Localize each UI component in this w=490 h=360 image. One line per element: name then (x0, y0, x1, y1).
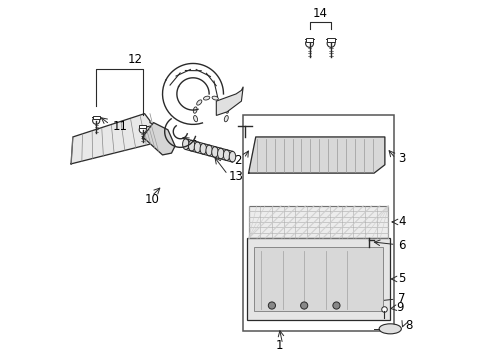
Circle shape (333, 302, 340, 309)
Text: 13: 13 (229, 170, 244, 183)
Bar (139, 125, 147, 128)
Bar (254, 247, 383, 311)
Text: 4: 4 (398, 215, 406, 229)
Text: 11: 11 (112, 120, 127, 133)
Ellipse shape (223, 150, 230, 161)
Circle shape (139, 126, 147, 133)
Text: 14: 14 (313, 7, 328, 20)
Polygon shape (216, 87, 243, 116)
Text: 8: 8 (405, 319, 413, 332)
Ellipse shape (218, 148, 224, 159)
Text: 1: 1 (275, 339, 283, 352)
Ellipse shape (183, 139, 189, 149)
Ellipse shape (212, 147, 218, 157)
Circle shape (300, 302, 308, 309)
Circle shape (306, 40, 314, 47)
Polygon shape (143, 123, 175, 155)
Bar (306, 39, 314, 41)
Bar (327, 39, 335, 41)
Bar (93, 116, 100, 119)
Ellipse shape (224, 116, 228, 122)
Bar (243, 116, 394, 330)
Circle shape (327, 40, 335, 47)
Ellipse shape (212, 96, 219, 100)
Ellipse shape (379, 324, 401, 334)
Text: 2: 2 (234, 154, 242, 167)
Circle shape (269, 302, 275, 309)
Bar (247, 238, 390, 320)
Text: 9: 9 (397, 301, 404, 314)
Ellipse shape (206, 145, 212, 156)
Text: 12: 12 (128, 53, 143, 66)
Polygon shape (143, 126, 164, 145)
Text: 5: 5 (398, 273, 406, 285)
Circle shape (93, 117, 100, 124)
Bar (248, 206, 389, 238)
Polygon shape (71, 114, 161, 164)
Text: 15: 15 (184, 139, 198, 152)
Ellipse shape (189, 140, 195, 151)
Ellipse shape (194, 116, 197, 122)
Text: 6: 6 (398, 239, 406, 252)
Text: 3: 3 (398, 152, 406, 165)
Ellipse shape (203, 96, 210, 100)
Ellipse shape (196, 100, 202, 105)
Text: 10: 10 (145, 193, 159, 206)
Ellipse shape (225, 107, 228, 113)
Ellipse shape (229, 151, 236, 162)
Ellipse shape (194, 107, 197, 113)
Ellipse shape (194, 142, 201, 153)
Text: 7: 7 (398, 292, 406, 305)
Ellipse shape (220, 100, 225, 105)
Ellipse shape (200, 144, 207, 154)
Polygon shape (248, 137, 385, 173)
